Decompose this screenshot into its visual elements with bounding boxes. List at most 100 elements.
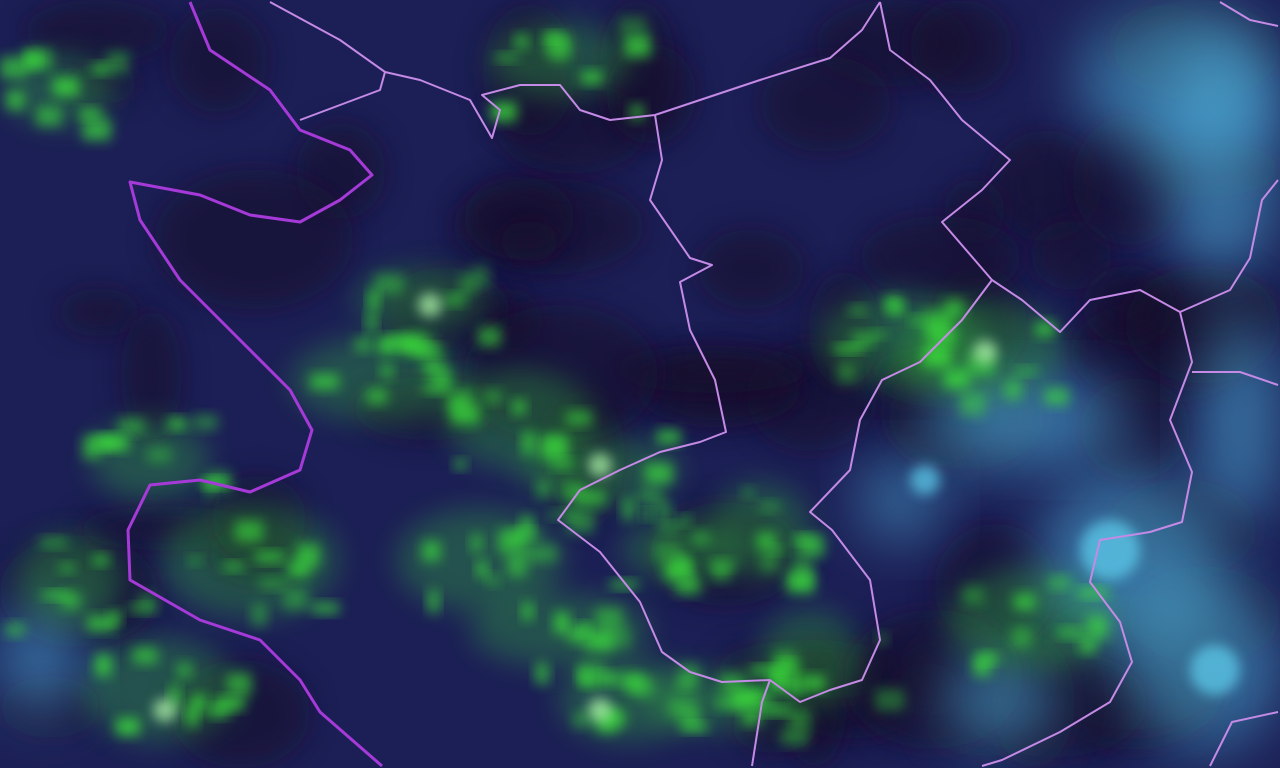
dark-patch xyxy=(155,169,354,310)
vegetation-pixel xyxy=(374,274,404,294)
vegetation-pixel xyxy=(756,532,777,550)
vegetation-pixel xyxy=(379,338,394,355)
vegetation-pixel xyxy=(26,52,39,68)
vegetation-pixel xyxy=(92,63,110,74)
vegetation-pixel xyxy=(82,118,111,141)
vegetation-layer xyxy=(0,17,1114,745)
dark-patch xyxy=(1030,220,1113,291)
vegetation-pixel xyxy=(454,459,467,470)
vegetation-pixel xyxy=(310,374,339,390)
vegetation-pixel xyxy=(1035,321,1055,337)
vegetation-pixel xyxy=(169,684,180,707)
vegetation-pixel xyxy=(622,497,635,521)
vegetation-pixel xyxy=(366,311,377,333)
vegetation-pixel xyxy=(580,71,603,84)
vegetation-pixel xyxy=(834,344,864,353)
vegetation-pixel xyxy=(476,560,488,578)
vegetation-pixel xyxy=(572,712,591,728)
vegetation-pixel xyxy=(235,520,263,542)
dark-patch xyxy=(698,229,805,309)
cloud xyxy=(940,650,1060,750)
vegetation-pixel xyxy=(259,577,286,590)
vegetation-pixel xyxy=(168,418,187,430)
vegetation-pixel xyxy=(641,509,653,520)
cloud xyxy=(1160,40,1280,280)
vegetation-pixel xyxy=(638,488,664,506)
vegetation-pixel xyxy=(5,90,25,111)
border-line-north xyxy=(269,1,881,139)
vegetation-pixel xyxy=(95,654,112,676)
cloud xyxy=(1200,310,1280,530)
dark-patch xyxy=(498,221,560,262)
dark-patch xyxy=(989,130,1102,242)
vegetation-pixel xyxy=(877,633,888,645)
vegetation-pixel xyxy=(226,672,252,696)
vegetation-pixel xyxy=(354,337,375,352)
vegetation-pixel xyxy=(595,607,623,629)
vegetation-pixel xyxy=(495,53,518,62)
vegetation-pixel xyxy=(742,709,760,725)
vegetation-pixel xyxy=(296,543,320,568)
vegetation-pixel xyxy=(1013,593,1036,611)
vegetation-pixel xyxy=(380,363,394,379)
dark-patch xyxy=(58,288,141,337)
vegetation-pixel xyxy=(102,435,130,451)
cloud-core xyxy=(910,465,940,495)
vegetation-pixel xyxy=(368,290,379,310)
border-line-east-spur xyxy=(1192,371,1279,386)
vegetation-pixel xyxy=(577,668,589,685)
vegetation-pixel xyxy=(539,436,567,458)
vegetation-pixel xyxy=(848,305,868,315)
vegetation-pixel xyxy=(1005,380,1021,400)
vegetation-pixel xyxy=(962,586,984,605)
border-line-central xyxy=(557,1,1011,703)
vegetation-pixel xyxy=(224,562,244,571)
vegetation-pixel xyxy=(1014,367,1037,376)
vegetation-pixel xyxy=(146,446,172,463)
border-line-east xyxy=(991,179,1279,333)
vegetation-pixel xyxy=(690,531,711,546)
vegetation-pixel xyxy=(255,551,284,563)
vegetation-pixel xyxy=(40,537,67,548)
vegetation-pixel xyxy=(1078,587,1108,598)
vegetation-pixel xyxy=(852,332,877,346)
vegetation-pixel xyxy=(679,664,699,685)
vegetation-pixel xyxy=(515,34,528,49)
vegetation-pixel xyxy=(773,650,797,672)
vegetation-pixel xyxy=(873,330,888,339)
vegetation-pixel xyxy=(1044,388,1069,406)
vegetation-pixel xyxy=(610,580,638,589)
border-line-south xyxy=(751,679,771,767)
vegetation-pixel xyxy=(657,502,671,522)
vegetation-pixel xyxy=(1080,638,1096,653)
vegetation-pixel xyxy=(960,392,985,416)
vegetation-pixel xyxy=(93,554,109,566)
vegetation-pixel xyxy=(312,602,340,614)
vegetation-pixel xyxy=(923,344,951,367)
vegetation-pixel xyxy=(536,480,551,498)
vegetation-pixel xyxy=(788,709,811,731)
vegetation-pixel xyxy=(193,415,218,430)
dark-patch xyxy=(121,310,182,442)
vegetation-pixel xyxy=(415,344,442,356)
vegetation-area xyxy=(946,569,1114,671)
vegetation-pixel xyxy=(177,662,192,678)
vegetation-pixel xyxy=(446,294,465,306)
border-layer xyxy=(126,1,1279,768)
vegetation-pixel xyxy=(478,327,501,347)
dark-patch xyxy=(169,7,268,113)
vegetation-pixel xyxy=(422,358,444,374)
cloud-core xyxy=(1190,645,1240,695)
vegetation-pixel xyxy=(487,574,500,586)
vegetation-pixel xyxy=(1048,576,1071,589)
vegetation-pixel xyxy=(366,388,388,404)
vegetation-pixel xyxy=(59,563,75,573)
vegetation-pixel xyxy=(679,515,691,526)
vegetation-bright-spot xyxy=(588,698,612,722)
vegetation-pixel xyxy=(204,480,215,498)
vegetation-pixel xyxy=(545,33,572,54)
vegetation-pixel xyxy=(802,675,825,691)
vegetation-pixel xyxy=(619,17,647,34)
vegetation-pixel xyxy=(1011,626,1032,648)
